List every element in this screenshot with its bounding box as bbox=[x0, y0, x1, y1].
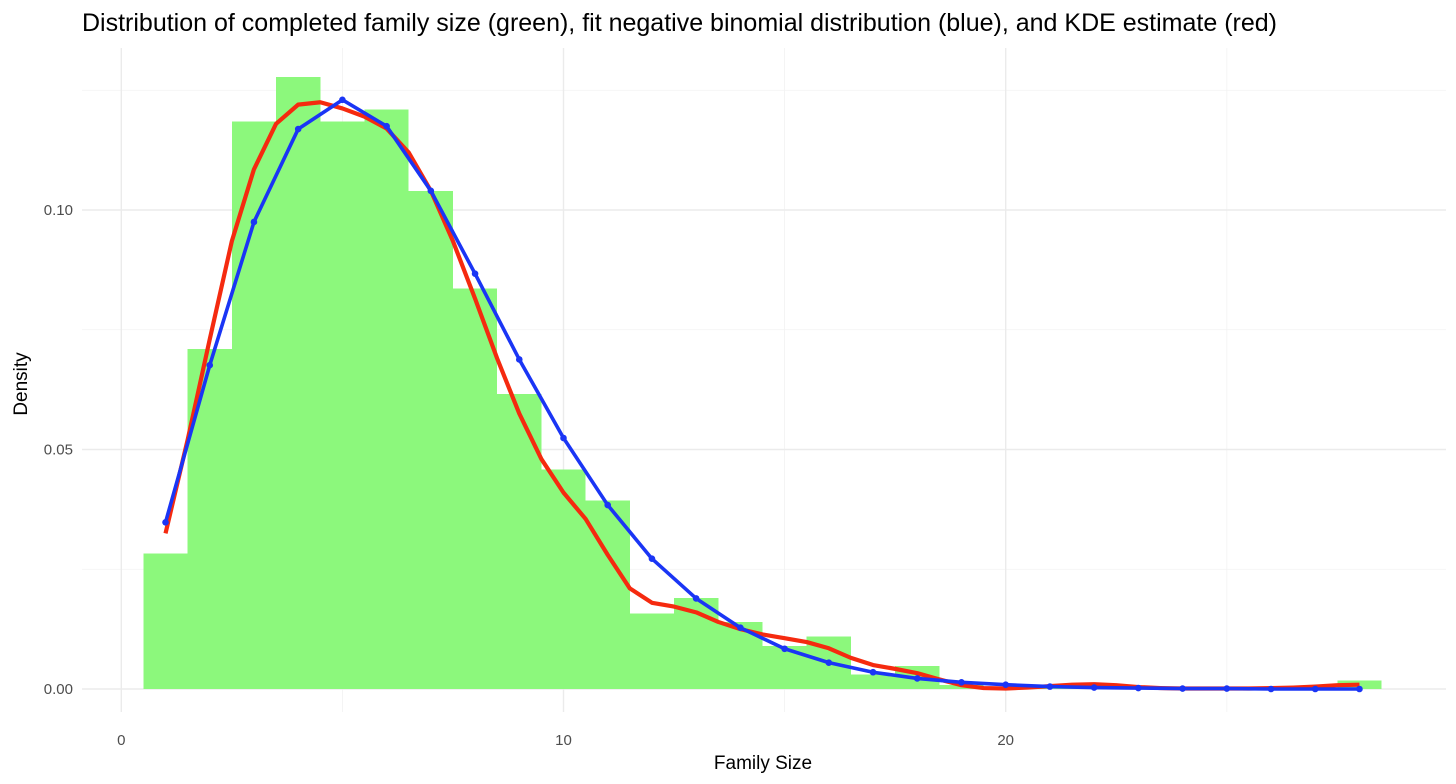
negative-binomial-point-28 bbox=[1356, 685, 1363, 693]
negative-binomial-point-3 bbox=[250, 218, 258, 226]
histogram-bar-4 bbox=[276, 76, 321, 689]
negative-binomial-series bbox=[162, 96, 1363, 693]
negative-binomial-point-27 bbox=[1311, 685, 1319, 693]
histogram-bar-6 bbox=[364, 109, 409, 689]
y-tick-label-1: 0.05 bbox=[44, 442, 73, 459]
negative-binomial-point-12 bbox=[648, 555, 656, 563]
x-tick-label-2: 20 bbox=[997, 732, 1014, 749]
negative-binomial-point-8 bbox=[471, 270, 479, 278]
negative-binomial-point-4 bbox=[294, 125, 302, 133]
negative-binomial-point-5 bbox=[339, 96, 346, 104]
negative-binomial-point-7 bbox=[427, 187, 435, 195]
histogram-bar-2 bbox=[187, 348, 232, 689]
negative-binomial-point-15 bbox=[781, 645, 788, 653]
y-tick-label-0: 0.00 bbox=[44, 681, 73, 698]
negative-binomial-point-26 bbox=[1267, 685, 1275, 693]
negative-binomial-point-17 bbox=[869, 668, 877, 676]
negative-binomial-point-16 bbox=[825, 659, 833, 666]
negative-binomial-point-23 bbox=[1135, 684, 1142, 692]
negative-binomial-point-24 bbox=[1179, 685, 1186, 692]
negative-binomial-point-2 bbox=[206, 361, 214, 369]
y-tick-label-2: 0.10 bbox=[44, 202, 73, 219]
negative-binomial-point-6 bbox=[383, 122, 390, 130]
histogram-bar-3 bbox=[231, 121, 277, 689]
negative-binomial-point-19 bbox=[958, 678, 965, 686]
y-axis-ticks: 0.00 0.05 0.10 bbox=[44, 202, 73, 698]
x-tick-label-1: 10 bbox=[555, 732, 572, 749]
histogram-bar-7 bbox=[408, 190, 453, 689]
x-axis-ticks: 0 10 20 bbox=[117, 732, 1014, 749]
histogram-bars bbox=[143, 76, 1382, 690]
negative-binomial-point-21 bbox=[1046, 683, 1054, 690]
negative-binomial-point-10 bbox=[560, 434, 567, 442]
x-tick-label-0: 0 bbox=[117, 732, 125, 749]
negative-binomial-point-13 bbox=[692, 595, 700, 602]
negative-binomial-point-11 bbox=[604, 501, 612, 509]
negative-binomial-point-14 bbox=[737, 624, 744, 631]
negative-binomial-point-20 bbox=[1002, 681, 1009, 688]
histogram-bar-1 bbox=[143, 553, 188, 689]
histogram-bar-8 bbox=[452, 288, 498, 689]
chart-title: Distribution of completed family size (g… bbox=[82, 9, 1277, 37]
negative-binomial-point-1 bbox=[162, 519, 169, 526]
histogram-bar-17 bbox=[850, 674, 896, 689]
negative-binomial-line bbox=[163, 98, 1360, 691]
histogram-bar-9 bbox=[497, 393, 542, 689]
histogram-bar-28 bbox=[1337, 680, 1382, 689]
negative-binomial-point-9 bbox=[515, 356, 523, 363]
histogram-bar-10 bbox=[541, 469, 586, 689]
histogram-bar-12 bbox=[629, 613, 675, 689]
negative-binomial-point-25 bbox=[1223, 685, 1231, 692]
x-axis-title: Family Size bbox=[714, 753, 812, 774]
negative-binomial-point-22 bbox=[1090, 684, 1098, 691]
negative-binomial-point-18 bbox=[913, 675, 921, 682]
histogram-bar-5 bbox=[320, 121, 365, 689]
y-axis-title: Density bbox=[11, 352, 32, 416]
